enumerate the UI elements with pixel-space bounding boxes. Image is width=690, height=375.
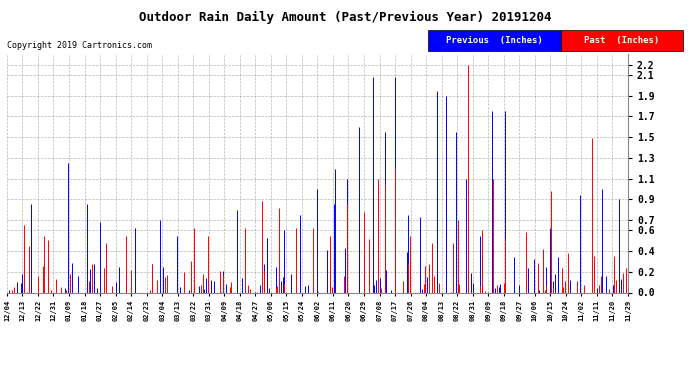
Text: Copyright 2019 Cartronics.com: Copyright 2019 Cartronics.com [7, 41, 152, 50]
FancyBboxPatch shape [428, 30, 560, 51]
Text: Outdoor Rain Daily Amount (Past/Previous Year) 20191204: Outdoor Rain Daily Amount (Past/Previous… [139, 11, 551, 24]
Text: Previous  (Inches): Previous (Inches) [446, 36, 542, 45]
FancyBboxPatch shape [560, 30, 683, 51]
Text: Past  (Inches): Past (Inches) [584, 36, 660, 45]
